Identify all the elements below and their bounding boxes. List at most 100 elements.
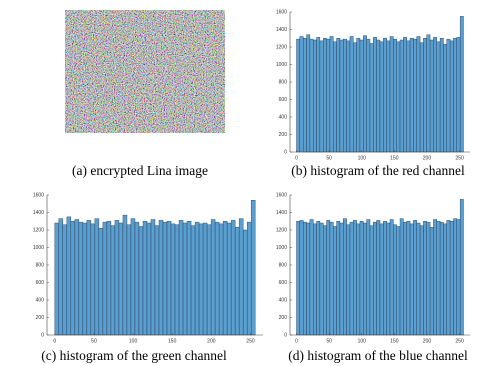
bar [447, 220, 450, 335]
bar [383, 38, 386, 152]
bar [219, 224, 223, 335]
bar [377, 40, 380, 152]
y-tick-label: 400 [279, 114, 288, 120]
bar [159, 220, 163, 335]
bar [457, 37, 460, 152]
bar [211, 220, 215, 336]
bar [423, 221, 426, 335]
bar [239, 219, 243, 335]
bar [91, 224, 95, 335]
bar [59, 219, 63, 335]
bar [380, 224, 383, 335]
y-tick-label: 1000 [276, 245, 287, 251]
bar [373, 37, 376, 152]
bar [433, 220, 436, 336]
bar [323, 226, 326, 335]
bar [433, 37, 436, 152]
x-tick-label: 100 [358, 338, 367, 344]
bar [307, 35, 310, 152]
bar [227, 223, 231, 335]
bar [410, 38, 413, 152]
bar [199, 224, 203, 335]
bar [400, 40, 403, 152]
bar [397, 227, 400, 336]
bar [410, 224, 413, 335]
bar [450, 221, 453, 335]
y-tick-label: 600 [36, 280, 45, 286]
bar [310, 39, 313, 152]
bar [183, 223, 187, 335]
bar [99, 228, 103, 335]
bar [203, 223, 207, 335]
bar [420, 226, 423, 335]
bar [390, 220, 393, 336]
bar [353, 43, 356, 152]
bar [387, 223, 390, 335]
caption: (d) histogram of the blue channel [288, 348, 468, 363]
bar [147, 223, 151, 335]
bar [75, 220, 79, 336]
bar [317, 221, 320, 335]
bar [83, 223, 87, 335]
bar [350, 222, 353, 335]
bar [87, 220, 91, 335]
bar [247, 222, 251, 335]
encrypted-image [65, 10, 225, 133]
bar [373, 222, 376, 335]
x-tick-label: 250 [455, 338, 464, 344]
bar [151, 220, 155, 336]
y-tick-label: 1600 [276, 9, 287, 15]
bar [403, 222, 406, 335]
bar [407, 221, 410, 335]
bar [337, 221, 340, 335]
x-tick-label: 100 [129, 338, 138, 344]
caption: (b) histogram of the red channel [291, 163, 465, 178]
x-tick-label: 0 [295, 155, 298, 161]
y-tick-label: 1600 [33, 192, 44, 198]
bar [397, 42, 400, 152]
bar [403, 37, 406, 152]
bar [195, 222, 199, 335]
x-tick-label: 150 [168, 338, 177, 344]
x-tick-label: 250 [455, 155, 464, 161]
x-tick-label: 150 [390, 155, 399, 161]
bar [139, 227, 143, 336]
bar [297, 221, 300, 335]
bar [313, 40, 316, 152]
bar [79, 222, 83, 335]
y-tick-label: 200 [279, 315, 288, 321]
y-tick-label: 0 [41, 332, 44, 338]
bar [390, 37, 393, 153]
y-tick-label: 400 [279, 297, 288, 303]
bar [123, 215, 127, 335]
bar [367, 220, 370, 336]
bar [423, 38, 426, 152]
bar [231, 220, 235, 335]
bar [413, 39, 416, 152]
bar [367, 39, 370, 152]
bar [460, 199, 463, 335]
caption: (a) encrypted Lina image [72, 163, 208, 178]
bar [179, 220, 183, 335]
bar [320, 41, 323, 152]
bar [103, 222, 107, 335]
x-tick-label: 200 [423, 155, 432, 161]
y-tick-label: 200 [279, 132, 288, 138]
bar [443, 44, 446, 152]
y-tick-label: 1400 [276, 27, 287, 33]
bar [437, 42, 440, 152]
y-tick-label: 1000 [276, 62, 287, 68]
y-tick-label: 800 [279, 262, 288, 268]
bar [343, 219, 346, 335]
bar [330, 222, 333, 335]
bar [370, 226, 373, 335]
bar [95, 219, 99, 335]
bar [327, 220, 330, 335]
x-tick-label: 50 [91, 338, 97, 344]
bar [143, 221, 147, 335]
y-tick-label: 1200 [33, 227, 44, 233]
y-tick-label: 0 [284, 149, 287, 155]
bar [300, 37, 303, 153]
bar [447, 39, 450, 152]
caption: (c) histogram of the green channel [41, 348, 227, 363]
